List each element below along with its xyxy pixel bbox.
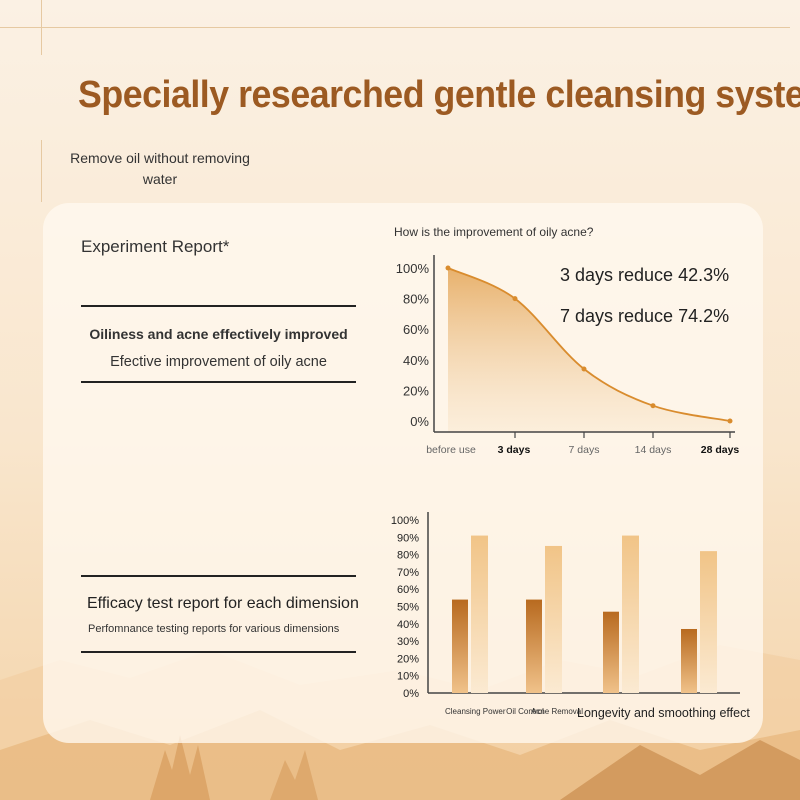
annotation-3-days: 3 days reduce 42.3%: [560, 265, 729, 285]
line-chart-ytick: 60%: [403, 322, 429, 337]
line-chart-area: [448, 268, 730, 432]
left-divider-line: [41, 0, 42, 55]
top-divider-line: [0, 27, 790, 28]
line-chart-ytick: 100%: [396, 261, 430, 276]
bar-chart-ytick: 100%: [391, 515, 419, 527]
line-chart-xtick-label: 28 days: [701, 444, 740, 456]
line-chart-ytick: 40%: [403, 353, 429, 368]
bar-chart-ytick: 60%: [397, 584, 419, 596]
line-chart-title: How is the improvement of oily acne?: [394, 225, 594, 239]
block2-subtitle: Perfomnance testing reports for various …: [88, 623, 340, 635]
bar-dark: [681, 628, 697, 693]
line-chart-xtick-label: before use: [426, 444, 476, 456]
line-chart-xtick-label: 3 days: [498, 444, 531, 456]
block2-title: Efficacy test report for each dimension: [87, 595, 359, 612]
line-chart-xtick-label: 14 days: [635, 444, 672, 456]
divider-2: [81, 381, 356, 383]
bar-chart-ytick: 20%: [397, 653, 419, 665]
bar-light: [545, 545, 562, 693]
bar-chart-ytick: 30%: [397, 636, 419, 648]
line-chart-point: [581, 366, 587, 372]
block1-subtitle: Efective improvement of oily acne: [110, 354, 327, 370]
bar-chart-category-label: Cleansing Power: [445, 707, 506, 716]
bar-chart-category-label: Oil Control: [506, 707, 544, 716]
bar-chart-ytick: 40%: [397, 619, 419, 631]
line-chart-ytick: 0%: [410, 414, 429, 429]
bar-light: [700, 551, 717, 693]
bar-chart-ytick: 90%: [397, 532, 419, 544]
bar-chart-ytick: 80%: [397, 550, 419, 562]
bar-dark: [603, 611, 619, 693]
page-title: Specially researched gentle cleansing sy…: [78, 74, 800, 116]
annotation-7-days: 7 days reduce 74.2%: [560, 306, 729, 326]
bar-chart-ytick: 50%: [397, 602, 419, 614]
bar-light: [622, 535, 639, 693]
divider-3: [81, 575, 356, 577]
page-subtitle: Remove oil without removing water: [70, 150, 250, 187]
line-chart-point: [650, 403, 656, 409]
line-chart-ytick: 80%: [403, 292, 429, 307]
line-chart-ytick: 20%: [403, 383, 429, 398]
bar-chart-ytick: 10%: [397, 671, 419, 683]
left-divider-line-lower: [41, 140, 42, 202]
block1-title: Oiliness and acne effectively improved: [89, 326, 348, 342]
report-card: [43, 203, 763, 743]
bar-dark: [452, 599, 468, 693]
line-chart-point: [512, 296, 518, 302]
bar-dark: [526, 599, 542, 693]
bar-light: [471, 535, 488, 693]
bar-chart-ytick: 0%: [403, 688, 419, 700]
line-chart-point: [445, 265, 451, 271]
bar-chart-category-label: Longevity and smoothing effect: [577, 706, 750, 720]
bar-chart-category-label: Acne Removal: [531, 707, 583, 716]
divider-4: [81, 651, 356, 653]
experiment-report-heading: Experiment Report*: [81, 237, 230, 256]
bar-chart-ytick: 70%: [397, 567, 419, 579]
divider-1: [81, 305, 356, 307]
line-chart-point: [727, 418, 733, 424]
line-chart-xtick-label: 7 days: [569, 444, 600, 456]
